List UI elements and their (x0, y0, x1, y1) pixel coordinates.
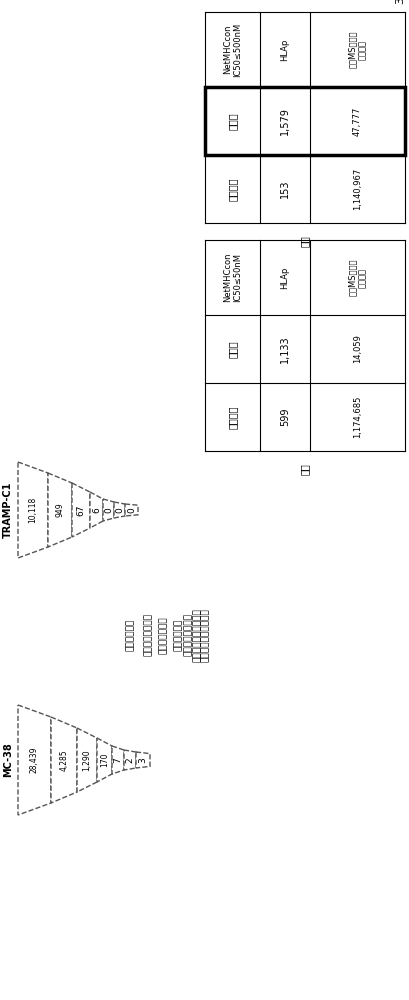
Text: 结合物: 结合物 (227, 340, 237, 358)
Text: 2: 2 (125, 757, 134, 763)
Text: 1,579: 1,579 (279, 107, 289, 135)
Bar (204, 87, 404, 155)
Text: 外显子组变化: 外显子组变化 (125, 619, 134, 651)
Polygon shape (112, 746, 124, 774)
Text: 基于MS的鉴别
未检测到: 基于MS的鉴别 未检测到 (347, 31, 366, 68)
Polygon shape (51, 717, 77, 803)
Text: HLAp: HLAp (280, 266, 289, 289)
Polygon shape (90, 492, 103, 528)
Text: NetMHCcon
IC50≤50nM: NetMHCcon IC50≤50nM (222, 253, 242, 302)
Polygon shape (114, 502, 125, 518)
Text: 转录物编码变化: 转录物编码变化 (158, 616, 167, 654)
Text: 0: 0 (115, 507, 124, 513)
Text: NetMHCcon
IC50≤500nM: NetMHCcon IC50≤500nM (222, 22, 242, 77)
Text: 验证的免疫原性新表位: 验证的免疫原性新表位 (200, 608, 209, 662)
Text: 153: 153 (279, 180, 289, 198)
Polygon shape (18, 462, 48, 558)
Polygon shape (72, 483, 90, 537)
Polygon shape (136, 752, 150, 768)
Text: 14,059: 14,059 (352, 335, 361, 363)
Text: 预测: 预测 (299, 463, 309, 475)
Polygon shape (125, 504, 138, 516)
Text: 预测: 预测 (299, 235, 309, 247)
Text: 7: 7 (113, 757, 122, 763)
Polygon shape (124, 750, 136, 770)
Polygon shape (77, 728, 97, 792)
Polygon shape (48, 473, 72, 547)
Text: 预测的免疫原性新表位: 预测的免疫原性新表位 (192, 608, 201, 662)
Text: 0: 0 (104, 507, 113, 513)
Text: 4,285: 4,285 (59, 749, 68, 771)
Text: 1,133: 1,133 (279, 335, 289, 363)
Polygon shape (97, 738, 112, 782)
Text: 0: 0 (127, 507, 136, 513)
Text: 1,174,685: 1,174,685 (352, 396, 361, 438)
Text: 基于MS的鉴别
未检测到: 基于MS的鉴别 未检测到 (347, 259, 366, 296)
Text: 光谱鉴别的新表位: 光谱鉴别的新表位 (183, 613, 192, 656)
Text: TRAMP-C1: TRAMP-C1 (3, 482, 13, 538)
Text: 47,777: 47,777 (352, 106, 361, 136)
Text: 10,118: 10,118 (29, 497, 37, 523)
Text: 非结合物: 非结合物 (227, 405, 237, 429)
Text: 1,290: 1,290 (82, 749, 91, 771)
Text: 1,140,967: 1,140,967 (352, 168, 361, 210)
Text: 结合物: 结合物 (227, 112, 237, 130)
Text: 170: 170 (100, 753, 109, 767)
Text: 3%: 3% (394, 0, 404, 4)
Text: MC-38: MC-38 (3, 743, 13, 777)
Text: 28,439: 28,439 (30, 747, 39, 773)
Text: 6: 6 (92, 507, 101, 513)
Text: 67: 67 (76, 504, 85, 516)
Text: 599: 599 (279, 408, 289, 426)
Text: 非结合物: 非结合物 (227, 177, 237, 201)
Text: 949: 949 (55, 503, 64, 517)
Polygon shape (18, 705, 51, 815)
Polygon shape (103, 499, 114, 521)
Text: 3: 3 (138, 757, 147, 763)
Text: 外显子组编码变化: 外显子组编码变化 (143, 613, 152, 656)
Text: HLAp: HLAp (280, 38, 289, 61)
Text: 预测的新表位: 预测的新表位 (173, 619, 182, 651)
